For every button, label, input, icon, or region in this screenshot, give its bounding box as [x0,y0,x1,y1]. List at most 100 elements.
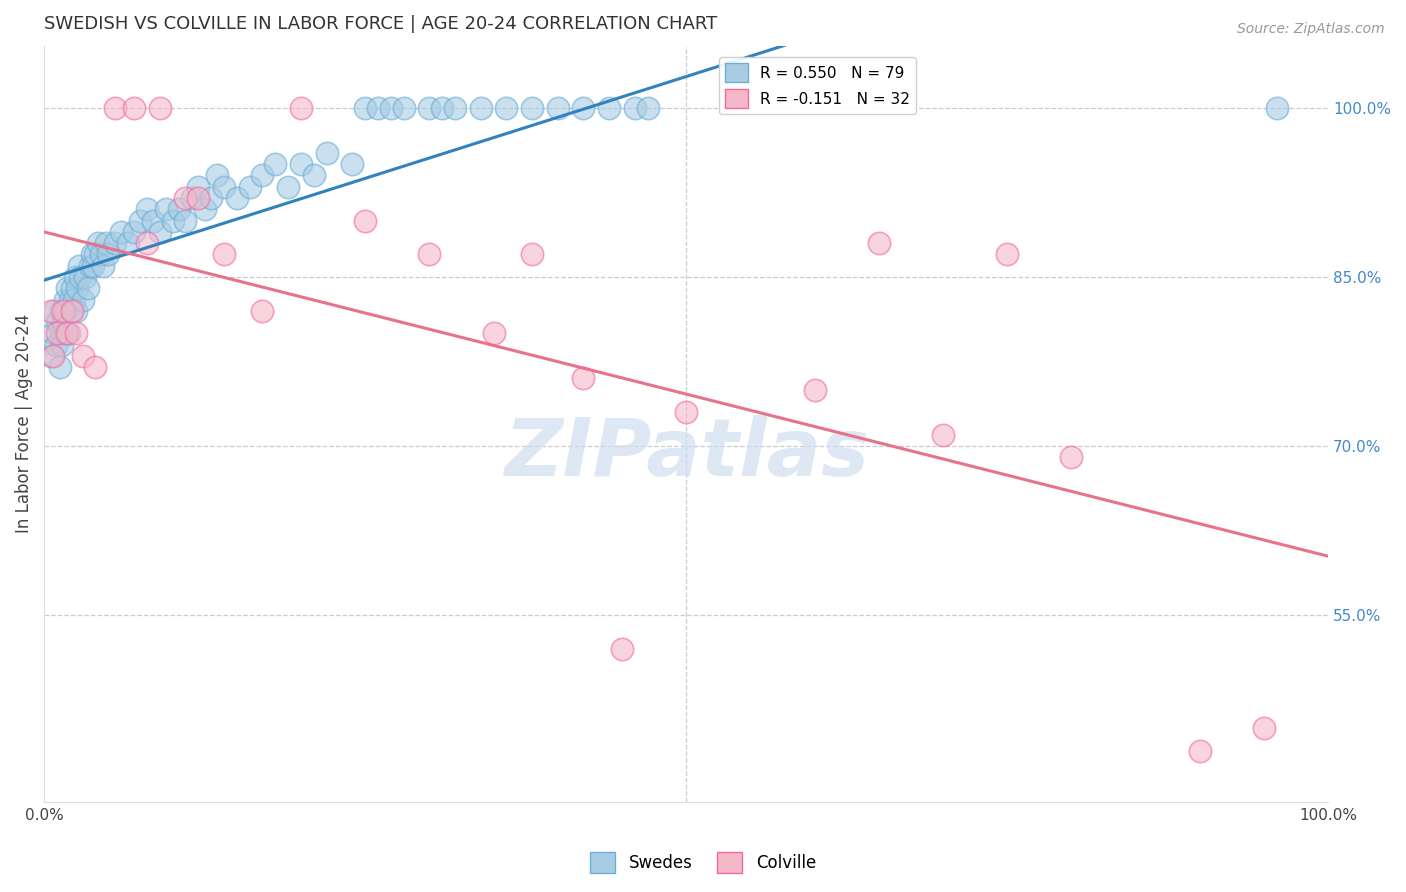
Point [129,213,152,227]
Point [72,349,94,363]
Point [342,157,364,171]
Point [167,202,190,217]
Point [482,326,505,341]
Point [91,259,114,273]
Point [225,191,247,205]
Point [52,303,75,318]
Point [51,337,73,351]
Point [418,247,440,261]
Point [94,236,117,251]
Point [84,247,107,261]
Point [520,101,543,115]
Point [104,101,127,115]
Point [69,269,91,284]
Point [155,202,177,217]
Point [97,247,120,261]
Point [122,101,145,115]
Point [39,349,62,363]
Point [302,169,325,183]
Legend: R = 0.550   N = 79, R = -0.151   N = 32: R = 0.550 N = 79, R = -0.151 N = 32 [718,57,917,114]
Point [87,236,110,251]
Point [868,236,890,251]
Point [392,101,415,115]
Point [60,303,83,318]
Point [290,101,312,115]
Point [65,326,87,341]
Point [76,281,98,295]
Point [252,169,274,183]
Legend: Swedes, Colville: Swedes, Colville [583,846,823,880]
Point [174,213,197,227]
Point [117,236,139,251]
Point [187,179,209,194]
Text: SWEDISH VS COLVILLE IN LABOR FORCE | AGE 20-24 CORRELATION CHART: SWEDISH VS COLVILLE IN LABOR FORCE | AGE… [44,15,717,33]
Point [623,101,645,115]
Point [66,281,89,295]
Point [290,157,312,171]
Point [212,247,235,261]
Point [572,371,595,385]
Point [418,101,440,115]
Point [572,101,595,115]
Point [995,247,1018,261]
Point [63,269,86,284]
Point [495,101,517,115]
Point [277,179,299,194]
Point [252,303,274,318]
Point [675,405,697,419]
Point [122,225,145,239]
Point [65,303,87,318]
Point [79,259,101,273]
Point [637,101,659,115]
Point [803,383,825,397]
Point [315,145,337,160]
Text: ZIPatlas: ZIPatlas [503,415,869,493]
Point [62,293,84,307]
Point [610,642,633,657]
Point [60,281,83,295]
Point [520,247,543,261]
Point [380,101,402,115]
Point [53,293,76,307]
Point [60,303,83,318]
Text: Source: ZipAtlas.com: Source: ZipAtlas.com [1237,22,1385,37]
Point [46,326,69,341]
Point [444,101,467,115]
Point [187,191,209,205]
Point [598,101,620,115]
Point [1265,101,1288,115]
Point [55,303,77,318]
Point [1253,721,1275,735]
Point [104,236,127,251]
Point [264,157,287,171]
Point [90,247,112,261]
Point [52,315,75,329]
Point [547,101,569,115]
Point [354,213,377,227]
Point [44,303,66,318]
Point [75,269,97,284]
Point [180,191,202,205]
Point [470,101,492,115]
Y-axis label: In Labor Force | Age 20-24: In Labor Force | Age 20-24 [15,314,32,533]
Point [82,259,104,273]
Point [207,169,229,183]
Point [1188,744,1211,758]
Point [174,191,197,205]
Point [46,315,69,329]
Point [1060,450,1083,465]
Point [135,202,157,217]
Point [59,293,82,307]
Point [162,213,184,227]
Point [149,225,172,239]
Point [200,191,222,205]
Point [84,360,107,375]
Point [135,236,157,251]
Point [80,247,103,261]
Point [56,326,79,341]
Point [72,293,94,307]
Point [238,179,260,194]
Point [42,326,65,341]
Point [354,101,377,115]
Point [932,428,955,442]
